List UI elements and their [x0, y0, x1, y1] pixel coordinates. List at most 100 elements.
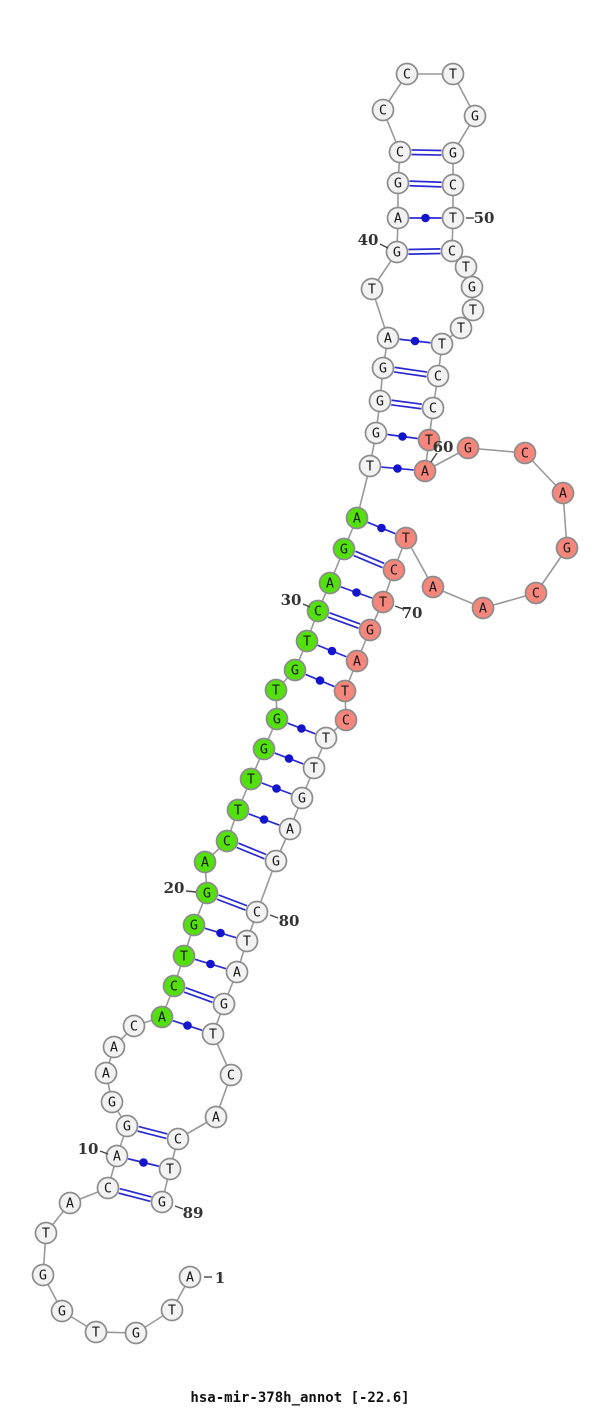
svg-text:C: C	[223, 834, 231, 850]
nucleotide-59-T: T	[417, 428, 441, 452]
nucleotide-2-T: T	[160, 1298, 184, 1322]
nucleotide-3-G: G	[124, 1321, 148, 1345]
pair-bond-43-48	[411, 149, 442, 156]
svg-text:T: T	[457, 321, 465, 337]
nucleotide-67-A: A	[421, 575, 445, 599]
nucleotide-42-G: G	[386, 171, 410, 195]
svg-text:T: T	[272, 683, 280, 699]
nucleotide-8-A: A	[58, 1191, 82, 1215]
nucleotide-26-G: G	[265, 707, 289, 731]
nucleotide-82-A: A	[225, 960, 249, 984]
svg-text:T: T	[366, 459, 374, 475]
svg-text:89: 89	[183, 1204, 204, 1222]
pair-bond-9-89	[118, 1187, 152, 1203]
nucleotide-89-G: G	[150, 1190, 174, 1214]
nucleotide-24-T: T	[239, 767, 263, 791]
svg-text:G: G	[340, 542, 348, 558]
nucleotide-57-C: C	[426, 364, 450, 388]
nucleotide-54-T: T	[461, 298, 485, 322]
nucleotide-29-T: T	[295, 629, 319, 653]
nucleotide-69-C: C	[382, 558, 406, 582]
nucleotide-74-C: C	[334, 708, 358, 732]
nucleotide-7-T: T	[34, 1221, 58, 1245]
nucleotide-71-G: G	[358, 618, 382, 642]
nucleotide-11-G: G	[115, 1114, 139, 1138]
nucleotide-13-A: A	[94, 1061, 118, 1085]
svg-text:T: T	[247, 772, 255, 788]
structure-title: hsa-mir-378h_annot [-22.6]	[190, 1390, 409, 1406]
svg-text:A: A	[429, 580, 437, 596]
nucleotide-39-T: T	[360, 277, 384, 301]
svg-text:G: G	[379, 361, 387, 377]
pair-bond-26-75	[287, 722, 316, 735]
nucleotide-27-T: T	[264, 678, 288, 702]
svg-text:T: T	[379, 595, 387, 611]
pair-bond-30-71	[327, 611, 361, 630]
svg-text:A: A	[421, 464, 429, 480]
position-label-30: 30	[281, 591, 311, 609]
position-label-50: 50	[466, 209, 494, 227]
position-label-89: 89	[174, 1204, 204, 1222]
svg-text:T: T	[425, 433, 433, 449]
svg-text:G: G	[471, 109, 479, 125]
nucleotide-32-G: G	[332, 537, 356, 561]
svg-text:A: A	[479, 601, 487, 617]
pair-bond-24-77	[261, 782, 292, 795]
nucleotide-21-A: A	[193, 850, 217, 874]
svg-text:C: C	[403, 67, 411, 83]
svg-text:A: A	[102, 1066, 110, 1082]
nucleotide-12-G: G	[100, 1090, 124, 1114]
backbone-path	[42, 73, 568, 1334]
nucleotide-6-G: G	[31, 1263, 55, 1287]
nucleotide-38-A: A	[376, 326, 400, 350]
svg-text:A: A	[353, 654, 361, 670]
svg-text:G: G	[394, 176, 402, 192]
nucleotide-16-A: A	[150, 1005, 174, 1029]
svg-text:A: A	[286, 822, 294, 838]
pair-bond-38-56	[399, 336, 431, 346]
svg-text:C: C	[253, 905, 261, 921]
nucleotide-20-G: G	[195, 881, 219, 905]
svg-text:G: G	[376, 394, 384, 410]
pair-bond-37-57	[393, 366, 428, 378]
svg-text:T: T	[209, 1027, 217, 1043]
position-label-20: 20	[164, 879, 197, 897]
pair-bond-28-73	[305, 673, 335, 688]
nucleotide-60-A: A	[413, 459, 437, 483]
nucleotide-65-C: C	[524, 581, 548, 605]
svg-text:G: G	[563, 541, 571, 557]
pair-bond-42-49	[409, 180, 442, 188]
pair-bond-22-79	[236, 842, 267, 860]
svg-text:C: C	[227, 1068, 235, 1084]
svg-text:C: C	[314, 604, 322, 620]
pair-bond-40-51	[408, 248, 441, 255]
nucleotide-23-T: T	[226, 798, 250, 822]
nucleotide-84-T: T	[201, 1022, 225, 1046]
svg-text:70: 70	[402, 604, 423, 622]
nucleotide-36-G: G	[368, 389, 392, 413]
position-label-60: 60	[430, 438, 453, 463]
svg-text:G: G	[464, 441, 472, 457]
svg-text:G: G	[291, 663, 299, 679]
nucleotide-85-C: C	[219, 1063, 243, 1087]
nucleotide-87-C: C	[166, 1127, 190, 1151]
nucleotide-83-G: G	[212, 992, 236, 1016]
nucleotide-81-T: T	[235, 929, 259, 953]
svg-text:A: A	[212, 1110, 220, 1126]
svg-text:T: T	[92, 1325, 100, 1341]
nucleotide-78-A: A	[278, 817, 302, 841]
svg-text:T: T	[42, 1226, 50, 1242]
svg-text:G: G	[298, 791, 306, 807]
nucleotide-15-C: C	[122, 1014, 146, 1038]
svg-text:A: A	[353, 511, 361, 527]
nucleotide-76-T: T	[302, 756, 326, 780]
svg-text:T: T	[402, 531, 410, 547]
pair-bond-29-72	[317, 644, 347, 658]
svg-text:C: C	[342, 713, 350, 729]
svg-text:A: A	[201, 855, 209, 871]
svg-text:T: T	[368, 282, 376, 298]
nucleotide-46-T: T	[441, 62, 465, 86]
nucleotide-35-G: G	[364, 421, 388, 445]
